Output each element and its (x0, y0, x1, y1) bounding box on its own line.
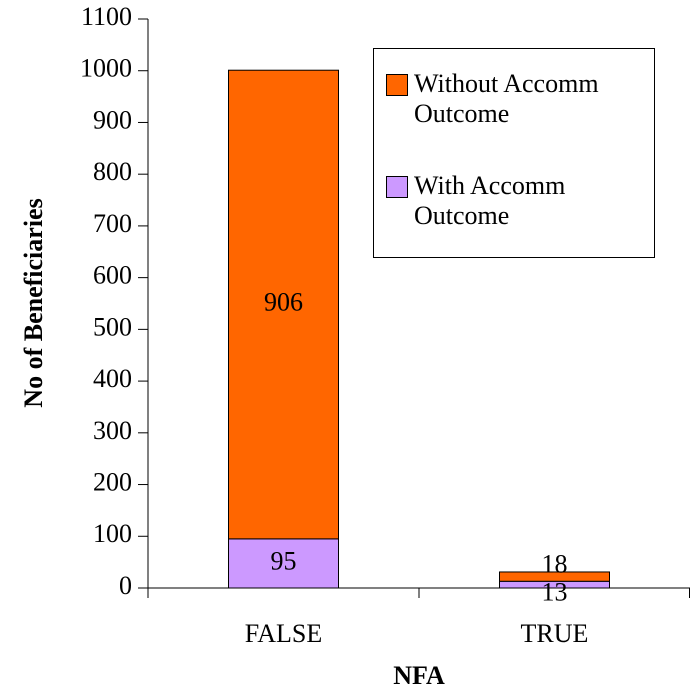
legend-swatch (386, 176, 408, 198)
y-tick-label: 700 (93, 209, 132, 238)
y-tick-label: 1100 (81, 2, 132, 31)
y-tick-label: 900 (93, 105, 132, 134)
y-tick-label: 400 (93, 364, 132, 393)
x-axis-title: NFA (393, 661, 445, 690)
legend-entry: Without Accomm Outcome (386, 69, 646, 129)
legend-label: Without Accomm Outcome (414, 69, 599, 128)
legend-swatch (386, 74, 408, 96)
bar-segment (499, 571, 610, 582)
y-axis-title: No of Beneficiaries (19, 198, 48, 407)
data-label: 906 (264, 288, 303, 317)
y-tick-label: 300 (93, 416, 132, 445)
data-label: 18 (542, 550, 568, 579)
bar-segment (228, 538, 339, 589)
legend-label: With Accomm Outcome (414, 171, 566, 230)
bar-segment (228, 69, 339, 540)
y-tick-label: 600 (93, 261, 132, 290)
legend-entry: With Accomm Outcome (386, 171, 646, 231)
y-tick-label: 1000 (80, 54, 132, 83)
data-label: 13 (542, 578, 568, 607)
x-tick-label: FALSE (245, 619, 323, 648)
y-tick-label: 100 (93, 519, 132, 548)
data-label: 95 (271, 546, 297, 575)
y-tick-label: 0 (119, 571, 132, 600)
y-tick-label: 800 (93, 157, 132, 186)
y-tick-label: 200 (93, 468, 132, 497)
legend: Without Accomm Outcome With Accomm Outcom… (373, 48, 655, 258)
x-tick-label: TRUE (521, 619, 589, 648)
y-tick-label: 500 (93, 312, 132, 341)
